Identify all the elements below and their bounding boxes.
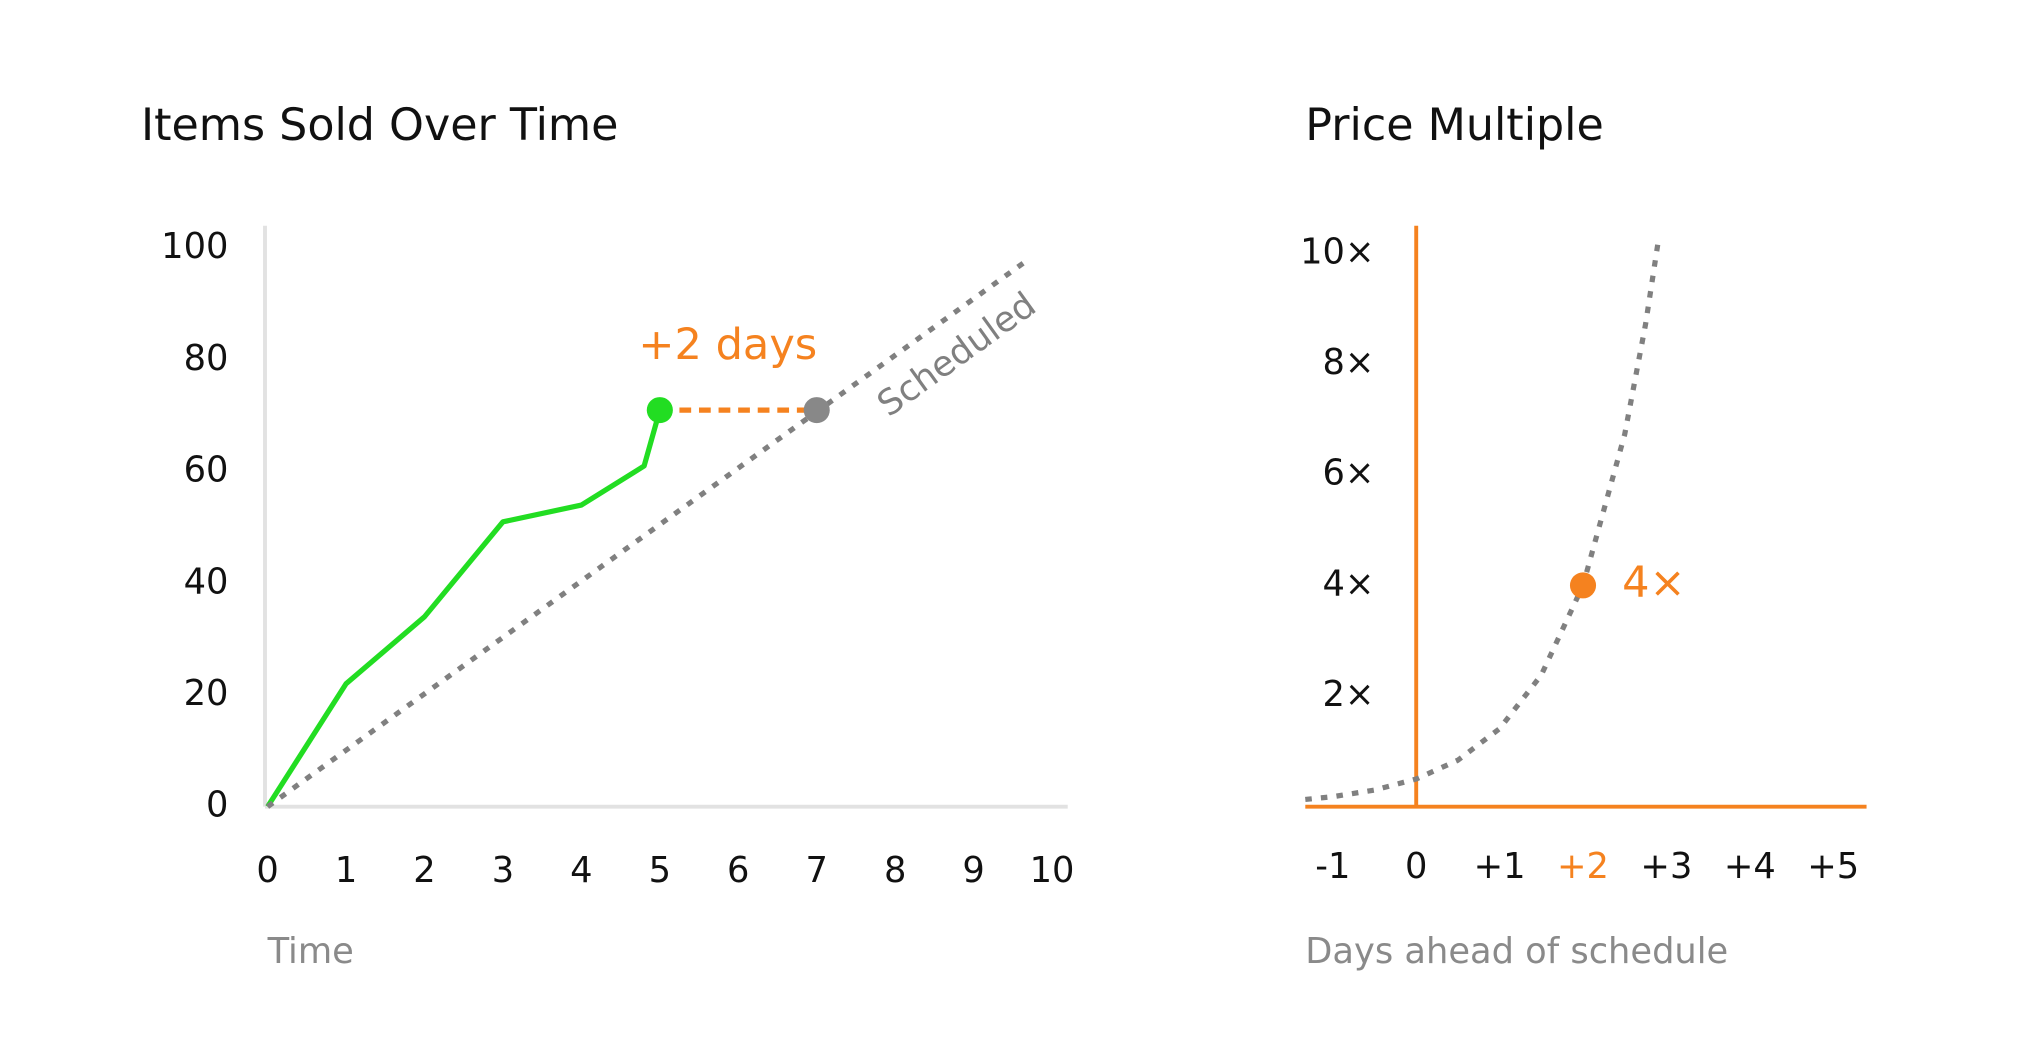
series-label: Scheduled [870, 284, 1044, 425]
x-tick-label: 6 [727, 850, 749, 891]
dashed-line [1305, 242, 1661, 803]
y-tick-label: 2× [1323, 674, 1375, 715]
x-tick-label: 4 [570, 850, 592, 891]
x-axis-label: Days ahead of schedule [1305, 931, 1728, 972]
annotation: +2 days [638, 320, 817, 370]
chart-title: Items Sold Over Time [141, 100, 618, 151]
point [1569, 572, 1597, 599]
y-tick-label: 40 [184, 561, 229, 602]
x-tick-label: 8 [884, 850, 906, 891]
data-label: 4× [1622, 558, 1685, 608]
x-axis-label: Time [267, 931, 354, 972]
y-tick-label: 4× [1323, 563, 1375, 604]
x-tick-label: +4 [1724, 846, 1776, 887]
x-tick-label: +5 [1807, 846, 1859, 887]
y-tick-label: 10× [1300, 231, 1374, 272]
chart-title: Price Multiple [1305, 100, 1604, 151]
y-tick-label: 80 [184, 338, 229, 379]
x-tick-label: 2 [413, 850, 435, 891]
y-tick-label: 8× [1323, 342, 1375, 383]
x-tick-label: 0 [1405, 846, 1427, 887]
x-tick-label: 10 [1030, 850, 1075, 891]
y-tick-label: 20 [184, 673, 229, 714]
x-tick-label: 7 [806, 850, 828, 891]
marker [646, 397, 673, 424]
x-tick-label: 5 [649, 850, 671, 891]
x-tick-label: 3 [492, 850, 514, 891]
x-tick-label: 9 [962, 850, 984, 891]
line [265, 409, 663, 809]
x-tick-label: +3 [1640, 846, 1692, 887]
marker [803, 397, 830, 424]
x-tick-label: 0 [256, 850, 278, 891]
x-tick-label: +1 [1474, 846, 1526, 887]
y-tick-label: 60 [184, 450, 229, 491]
y-tick-label: 0 [206, 785, 228, 826]
x-tick-label: 1 [335, 850, 357, 891]
y-tick-label: 100 [161, 226, 228, 267]
x-tick-label: -1 [1315, 846, 1350, 887]
y-tick-label: 6× [1323, 453, 1375, 494]
x-tick-label: +2 [1557, 846, 1609, 887]
